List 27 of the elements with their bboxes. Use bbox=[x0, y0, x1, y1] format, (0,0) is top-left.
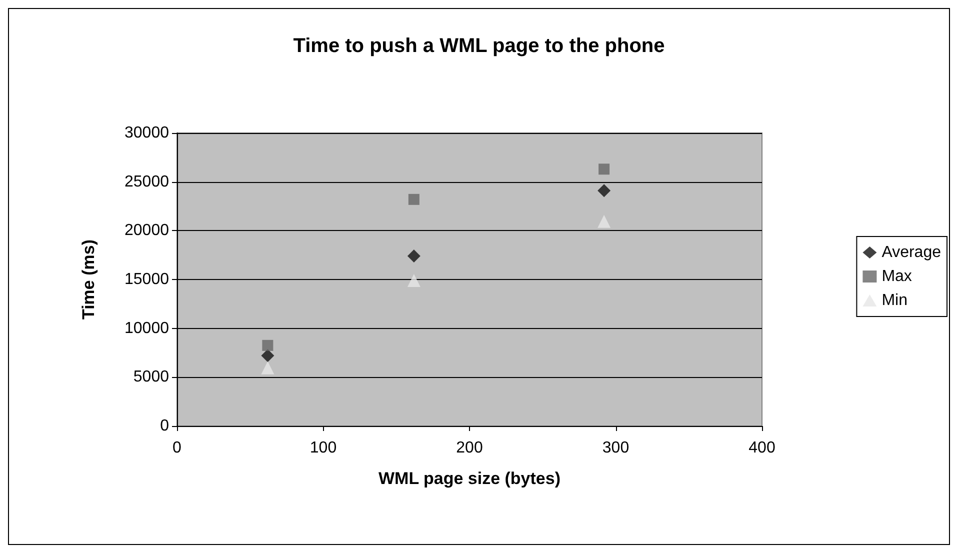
point bbox=[598, 164, 610, 175]
y-tick-label: 30000 bbox=[124, 124, 170, 142]
legend-label: Min bbox=[882, 292, 908, 309]
y-tick-label: 10000 bbox=[124, 320, 170, 337]
y-tick-label: 25000 bbox=[124, 173, 170, 190]
point bbox=[407, 250, 420, 263]
point bbox=[408, 194, 420, 205]
y-tick-label: 5000 bbox=[133, 368, 170, 386]
x-tick-label: 100 bbox=[310, 440, 337, 456]
x-tick-label: 200 bbox=[456, 440, 483, 456]
legend-label: Average bbox=[882, 244, 942, 261]
legend-label: Max bbox=[882, 268, 912, 285]
point bbox=[598, 214, 611, 228]
y-axis-title: Time (ms) bbox=[79, 240, 98, 320]
point bbox=[261, 361, 274, 374]
point bbox=[261, 349, 274, 362]
x-tick-label: 300 bbox=[602, 440, 630, 456]
chart-title: Time to push a WML page to the phone bbox=[293, 35, 665, 57]
y-tick-label: 0 bbox=[160, 418, 170, 434]
y-tick-label: 20000 bbox=[124, 222, 170, 240]
point bbox=[407, 274, 420, 287]
y-tick-label: 15000 bbox=[124, 271, 170, 288]
x-tick-label: 400 bbox=[748, 440, 776, 456]
point bbox=[598, 184, 611, 198]
x-axis-title: WML page size (bytes) bbox=[378, 469, 560, 488]
x-tick-label: 0 bbox=[172, 440, 182, 456]
point bbox=[262, 340, 274, 351]
